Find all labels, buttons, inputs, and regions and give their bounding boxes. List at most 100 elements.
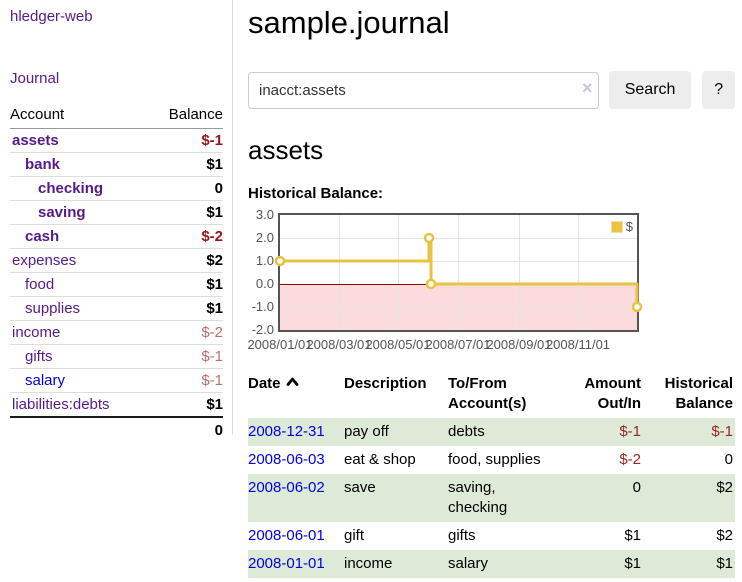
account-balance: $-1 [147, 344, 223, 369]
description-header: Description [344, 375, 427, 392]
transaction-accounts: gifts [448, 527, 476, 544]
y-axis-tick-label: 3.0 [255, 207, 274, 222]
account-balance: $1 [147, 152, 223, 177]
clear-search-icon[interactable]: × [582, 78, 593, 98]
search-input[interactable] [248, 71, 599, 109]
account-row: salary $-1 [10, 368, 223, 393]
y-axis-tick-label: -2.0 [251, 322, 274, 337]
transaction-description: gift [344, 527, 365, 544]
transaction-balance: 0 [724, 451, 733, 468]
sidebar-account-cash[interactable]: cash [25, 228, 60, 245]
account-balance: 0 [147, 176, 223, 201]
grid-line-v [578, 215, 579, 330]
account-heading: assets [248, 135, 324, 165]
account-balance: $-1 [147, 128, 223, 153]
transaction-description: eat & shop [344, 451, 416, 468]
account-balance: $1 [147, 200, 223, 225]
transaction-description: save [344, 474, 448, 522]
transaction-row: 2008-06-01 gift gifts $1 $2 [248, 522, 735, 550]
app-brand-link[interactable]: hledger-web [10, 8, 93, 25]
data-point-marker [425, 278, 437, 290]
grid-line-h [280, 238, 637, 239]
data-point-marker [274, 255, 286, 267]
data-point-marker [631, 301, 643, 313]
sidebar-item-journal[interactable]: Journal [10, 70, 60, 87]
legend-label: $ [625, 219, 633, 234]
page-title: sample.journal [248, 5, 450, 40]
transaction-date-link[interactable]: 2008-12-31 [248, 423, 325, 440]
date-header-label: Date [248, 375, 281, 392]
x-axis-tick-label: 2008/01/01 [247, 337, 313, 352]
transaction-balance: $1 [643, 550, 735, 578]
account-balance: $1 [147, 296, 223, 321]
x-axis-tick-label: 2008/09/01 [486, 337, 552, 352]
transaction-row: 2008-12-31 pay off debts $-1 $-1 [248, 418, 735, 446]
chart-legend: $ [610, 219, 633, 234]
transaction-amount: $-1 [558, 418, 643, 446]
grid-line-v [519, 215, 520, 330]
account-balance: $-2 [147, 320, 223, 345]
sidebar-account-bank[interactable]: bank [25, 156, 61, 173]
balance-series-line [274, 232, 643, 313]
search-form: × Search ? [248, 71, 735, 109]
help-button[interactable]: ? [702, 71, 735, 109]
account-row: cash $-2 [10, 224, 223, 249]
account-row: income $-2 [10, 320, 223, 345]
transaction-accounts: salary [448, 550, 558, 578]
account-row: checking 0 [10, 176, 223, 201]
x-axis-tick-label: 2008/03/01 [306, 337, 372, 352]
grid-line-h [280, 307, 637, 308]
sidebar-account-gifts[interactable]: gifts [25, 348, 53, 365]
amount-header: Amount Out/In [584, 375, 641, 412]
sidebar-account-assets[interactable]: assets [12, 132, 59, 149]
sidebar-account-salary[interactable]: salary [25, 372, 66, 389]
data-point-marker [423, 232, 435, 244]
balance-header: Historical Balance [664, 375, 733, 412]
y-axis-tick-label: 0.0 [255, 276, 274, 291]
account-row: expenses $2 [10, 248, 223, 273]
transaction-date-link[interactable]: 2008-06-03 [248, 451, 325, 468]
account-row: saving $1 [10, 200, 223, 225]
account-row: liabilities:debts $1 [10, 392, 223, 418]
date-sort-header[interactable]: Date [248, 372, 344, 418]
sidebar-account-expenses[interactable]: expenses [12, 252, 77, 269]
account-balance-table: Account Balance assets $-1 bank $1 check… [10, 103, 223, 442]
sidebar-account-supplies[interactable]: supplies [25, 300, 81, 317]
y-axis-tick-label: 1.0 [255, 253, 274, 268]
chart-plot-area[interactable]: $ [274, 213, 643, 332]
account-balance: $-1 [147, 368, 223, 393]
transaction-amount: $1 [558, 550, 643, 578]
search-button[interactable]: Search [608, 71, 692, 109]
grid-line-v [398, 215, 399, 330]
transaction-date-link[interactable]: 2008-06-01 [248, 527, 325, 544]
x-axis-tick-label: 2008/11/01 [545, 337, 611, 352]
accounts-total-value: 0 [147, 416, 223, 442]
sidebar-account-saving[interactable]: saving [38, 204, 86, 221]
transaction-balance: $2 [643, 474, 735, 522]
historical-balance-label: Historical Balance: [248, 185, 384, 202]
transaction-balance: $2 [716, 527, 733, 544]
grid-line-v [458, 215, 459, 330]
transaction-date-link[interactable]: 2008-06-02 [248, 479, 325, 496]
transaction-row: 2008-06-02 save saving, checking 0 $2 [248, 474, 735, 522]
sidebar-account-income[interactable]: income [12, 324, 61, 341]
sidebar-account-checking[interactable]: checking [38, 180, 104, 197]
transaction-amount: $-2 [619, 451, 641, 468]
transaction-accounts: food, supplies [448, 451, 541, 468]
grid-line-v [339, 215, 340, 330]
y-axis-tick-label: -1.0 [251, 299, 274, 314]
transaction-description: pay off [344, 418, 448, 446]
transaction-description: income [344, 550, 448, 578]
transaction-amount: $1 [624, 527, 641, 544]
accounts-header: To/From Account(s) [448, 375, 527, 412]
transaction-date-link[interactable]: 2008-01-01 [248, 555, 325, 572]
account-balance: $1 [147, 272, 223, 297]
sidebar-account-liabilities-debts[interactable]: liabilities:debts [12, 396, 110, 413]
main-content: sample.journal × Search ? assets Histori… [247, 0, 735, 578]
account-row: bank $1 [10, 152, 223, 177]
account-balance: $-2 [147, 224, 223, 249]
transaction-register-table: Date Description To/From Account(s) Amou… [248, 372, 735, 578]
transaction-amount: 0 [558, 474, 643, 522]
sidebar-account-food[interactable]: food [25, 276, 55, 293]
legend-swatch-icon [610, 220, 623, 233]
